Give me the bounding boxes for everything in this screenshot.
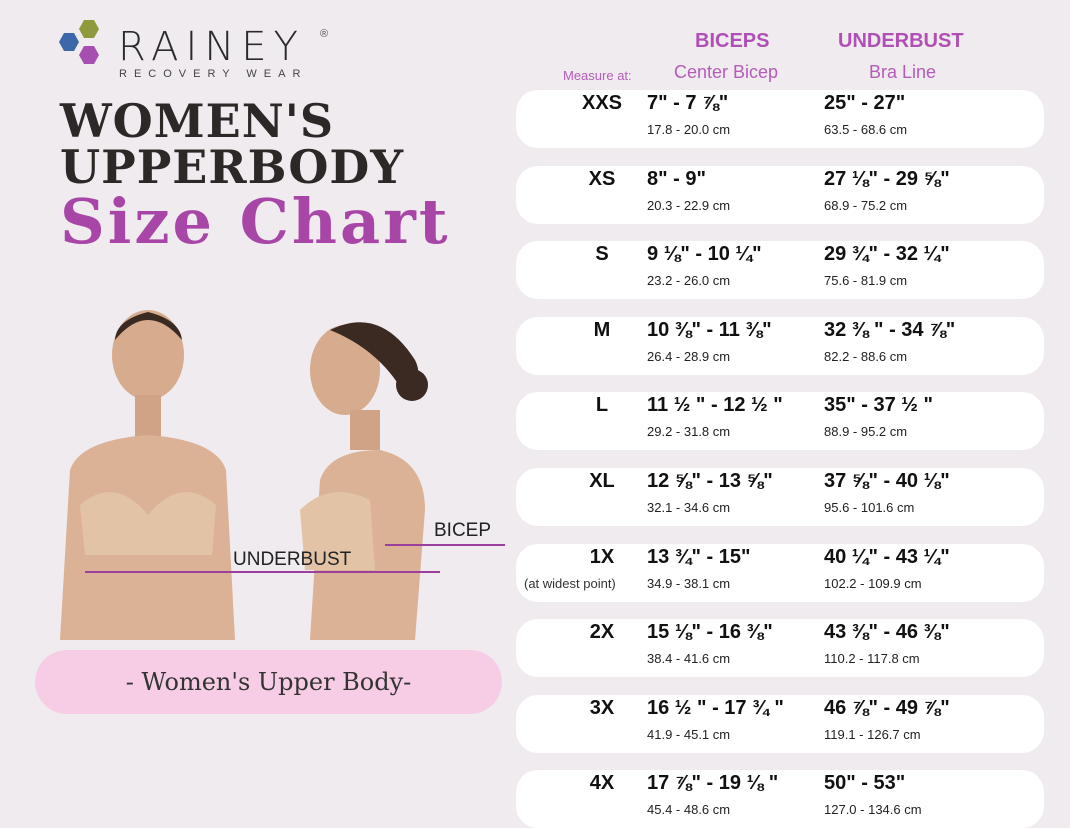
front-figure bbox=[60, 310, 235, 640]
title-line-2: UPPERBODY bbox=[60, 140, 405, 194]
biceps-inches: 16 ½ " - 17 ¾ " bbox=[647, 696, 784, 719]
brand-logo-icon bbox=[59, 20, 99, 64]
size-label: 2X bbox=[589, 621, 615, 644]
size-label: 3X bbox=[589, 696, 615, 719]
page-title: WOMEN'S UPPERBODY bbox=[60, 98, 404, 190]
underbust-inches: 32 ⅜ " - 34 ⅞" bbox=[824, 318, 956, 341]
biceps-cm: 23.2 - 26.0 cm bbox=[647, 273, 731, 289]
underbust-cm: 127.0 - 134.6 cm bbox=[824, 802, 922, 818]
biceps-inches: 9 ⅛" - 10 ¼" bbox=[647, 243, 762, 266]
biceps-cm: 32.1 - 34.6 cm bbox=[647, 500, 731, 515]
biceps-inches: 15 ⅛" - 16 ⅜" bbox=[647, 621, 773, 644]
underbust-inches: 35" - 37 ½ " bbox=[824, 394, 934, 417]
biceps-cm: 38.4 - 41.6 cm bbox=[647, 651, 731, 667]
size-label: L bbox=[595, 394, 609, 417]
biceps-cm: 41.9 - 45.1 cm bbox=[647, 726, 731, 742]
table-row: L 11 ½ " - 12 ½ " 29.2 - 31.8 cm 35" - 3… bbox=[516, 392, 1044, 451]
biceps-cm: 20.3 - 22.9 cm bbox=[647, 197, 731, 213]
underbust-label: UNDERBUST bbox=[233, 549, 352, 570]
biceps-inches: 13 ¾" - 15" bbox=[647, 545, 751, 568]
underbust-inches: 43 ⅜" - 46 ⅜" bbox=[824, 621, 950, 644]
brand-tagline: RECOVERY WEAR bbox=[119, 68, 308, 80]
underbust-cm: 68.9 - 75.2 cm bbox=[824, 197, 908, 213]
title-line-3: Size Chart bbox=[60, 185, 451, 258]
table-row: 2X 15 ⅛" - 16 ⅜" 38.4 - 41.6 cm 43 ⅜" - … bbox=[516, 619, 1044, 678]
underbust-cm: 110.2 - 117.8 cm bbox=[824, 651, 920, 667]
size-label: XL bbox=[589, 470, 615, 492]
underbust-inches: 27 ⅛" - 29 ⅝" bbox=[824, 167, 950, 190]
brand-name: RAINEY bbox=[118, 24, 305, 70]
underbust-cm: 63.5 - 68.6 cm bbox=[824, 122, 908, 137]
underbust-inches: 37 ⅝" - 40 ⅛" bbox=[824, 470, 950, 492]
underbust-inches: 46 ⅞" - 49 ⅞" bbox=[824, 696, 950, 719]
size-label: 4X bbox=[589, 772, 615, 795]
table-row: XXS 7" - 7 ⅞" 17.8 - 20.0 cm 25" - 27" 6… bbox=[516, 90, 1044, 148]
biceps-cm: 45.4 - 48.6 cm bbox=[647, 802, 731, 818]
underbust-cm: 102.2 - 109.9 cm bbox=[824, 575, 922, 591]
underbust-inches: 50" - 53" bbox=[824, 772, 906, 795]
size-label: S bbox=[595, 243, 609, 266]
registered-mark: ® bbox=[320, 28, 329, 40]
overlay-note: (at widest point) bbox=[524, 575, 616, 591]
table-row: XS 8" - 9" 20.3 - 22.9 cm 27 ⅛" - 29 ⅝" … bbox=[516, 165, 1044, 224]
biceps-cm: 34.9 - 38.1 cm bbox=[647, 575, 731, 591]
size-label: 1X bbox=[589, 545, 615, 568]
table-row: XL 12 ⅝" - 13 ⅝" 32.1 - 34.6 cm 37 ⅝" - … bbox=[516, 468, 1044, 526]
underbust-inches: 40 ¼" - 43 ¼" bbox=[824, 545, 950, 568]
biceps-header: BICEPS bbox=[695, 30, 770, 52]
size-label: M bbox=[593, 318, 611, 341]
table-row: S 9 ⅛" - 10 ¼" 23.2 - 26.0 cm 29 ¾" - 32… bbox=[516, 241, 1044, 300]
table-row: 4X 17 ⅞" - 19 ⅛ " 45.4 - 48.6 cm 50" - 5… bbox=[516, 770, 1044, 828]
underbust-cm: 119.1 - 126.7 cm bbox=[824, 726, 921, 742]
underbust-inches: 29 ¾" - 32 ¼" bbox=[824, 243, 950, 266]
underbust-header: UNDERBUST bbox=[838, 30, 964, 52]
bicep-label: BICEP bbox=[434, 520, 492, 541]
biceps-cm: 29.2 - 31.8 cm bbox=[647, 424, 731, 440]
underbust-subheader: Bra Line bbox=[869, 62, 937, 82]
biceps-cm: 17.8 - 20.0 cm bbox=[647, 122, 731, 137]
biceps-cm: 26.4 - 28.9 cm bbox=[647, 348, 731, 364]
figure-caption: - Women's Upper Body- bbox=[35, 650, 502, 714]
table-row: M 10 ⅜" - 11 ⅜" 26.4 - 28.9 cm 32 ⅜ " - … bbox=[516, 316, 1044, 375]
biceps-inches: 8" - 9" bbox=[647, 167, 706, 190]
measure-at-label: Measure at: bbox=[563, 68, 632, 83]
table-row: 3X 16 ½ " - 17 ¾ " 41.9 - 45.1 cm 46 ⅞" … bbox=[516, 694, 1044, 753]
table-row: 1X 13 ¾" - 15" 34.9 - 38.1 cm 40 ¼" - 43… bbox=[516, 543, 1044, 602]
biceps-inches: 12 ⅝" - 13 ⅝" bbox=[647, 470, 773, 492]
biceps-inches: 11 ½ " - 12 ½ " bbox=[647, 394, 783, 417]
title-line-1: WOMEN'S bbox=[60, 94, 335, 148]
biceps-inches: 7" - 7 ⅞" bbox=[647, 92, 729, 114]
size-label: XXS bbox=[581, 92, 623, 114]
model-figures-image bbox=[60, 310, 505, 640]
size-label: XS bbox=[588, 167, 616, 190]
biceps-inches: 17 ⅞" - 19 ⅛ " bbox=[647, 772, 779, 795]
underbust-cm: 88.9 - 95.2 cm bbox=[824, 424, 908, 440]
side-figure bbox=[300, 322, 428, 640]
biceps-inches: 10 ⅜" - 11 ⅜" bbox=[647, 318, 772, 341]
underbust-cm: 82.2 - 88.6 cm bbox=[824, 348, 908, 364]
underbust-cm: 95.6 - 101.6 cm bbox=[824, 500, 915, 515]
biceps-subheader: Center Bicep bbox=[674, 62, 779, 82]
underbust-cm: 75.6 - 81.9 cm bbox=[824, 273, 908, 289]
underbust-inches: 25" - 27" bbox=[824, 92, 906, 114]
